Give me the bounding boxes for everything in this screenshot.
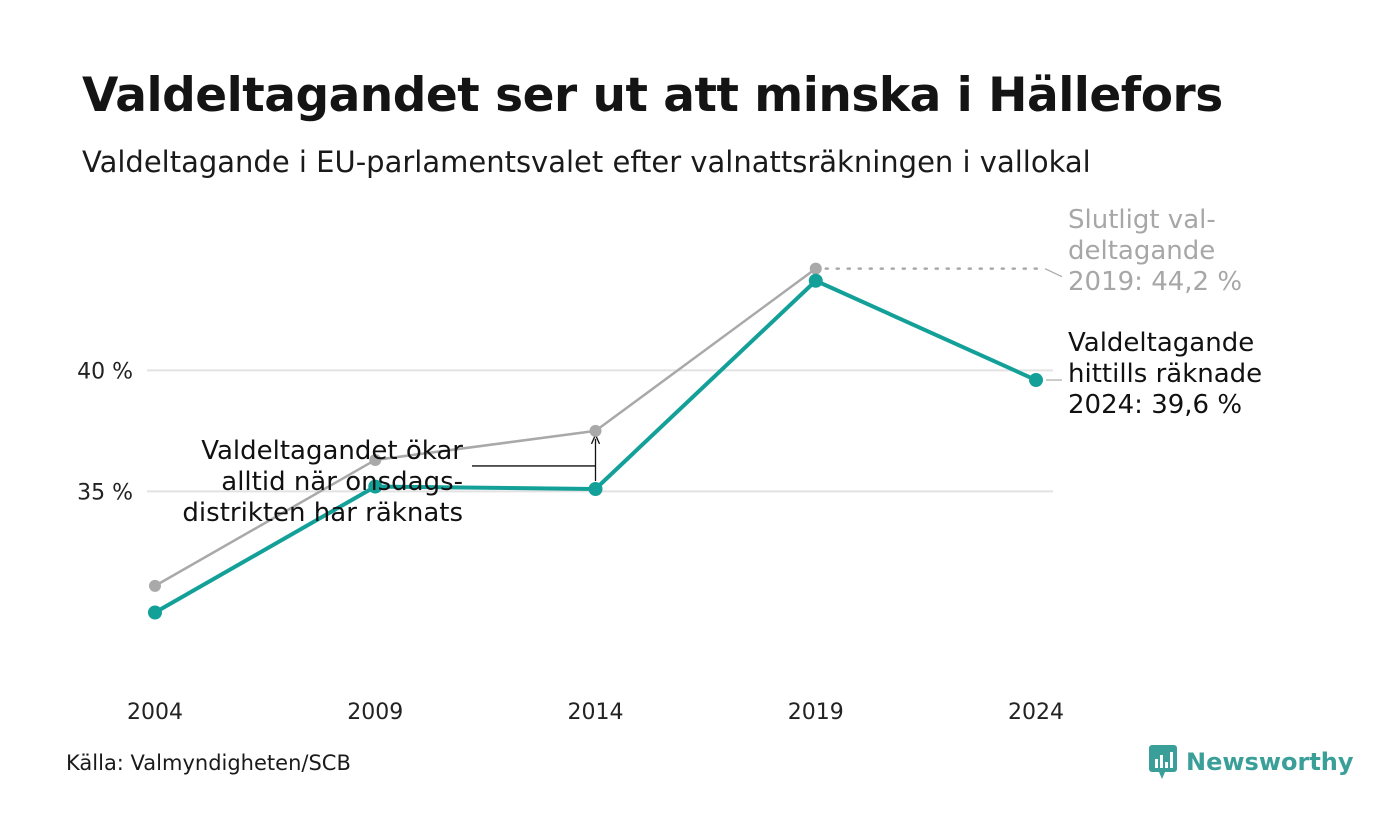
annotation-line: deltagande bbox=[1068, 236, 1216, 266]
data-point bbox=[809, 262, 822, 275]
data-point bbox=[369, 453, 382, 466]
current-turnout-2024-annotation: Valdeltagande hittills räknade 2024: 39,… bbox=[1068, 328, 1262, 421]
brand-logo[interactable]: Newsworthy bbox=[1148, 744, 1354, 780]
annotation-line: hittills räknade bbox=[1068, 359, 1263, 389]
final-2019-tick bbox=[1044, 268, 1063, 278]
data-point bbox=[368, 479, 383, 494]
y-tick-label: 40 % bbox=[77, 359, 133, 384]
annotation-line: Valdeltagande bbox=[1068, 328, 1255, 358]
data-point bbox=[148, 605, 162, 620]
x-tick-label: 2004 bbox=[127, 700, 183, 725]
data-point bbox=[808, 273, 823, 288]
wednesday-districts-note: Valdeltagandet ökar alltid när onsdags- … bbox=[150, 436, 463, 529]
newsworthy-logo-icon bbox=[1149, 745, 1177, 779]
x-tick-label: 2024 bbox=[1008, 700, 1064, 725]
series-line bbox=[154, 267, 817, 587]
annotation-line: Slutligt val- bbox=[1068, 205, 1216, 235]
annotation-line: distrikten har räknats bbox=[182, 498, 463, 528]
chart-title: Valdeltagandet ser ut att minska i Hälle… bbox=[82, 68, 1223, 123]
data-point bbox=[589, 424, 602, 437]
final-turnout-2019-annotation: Slutligt val- deltagande 2019: 44,2 % bbox=[1068, 205, 1242, 298]
x-axis-ticks: 2004 2009 2014 2019 2024 bbox=[127, 700, 1064, 725]
series-election_night bbox=[148, 273, 1043, 620]
data-point bbox=[588, 482, 603, 497]
y-tick-label: 35 % bbox=[77, 480, 133, 505]
x-tick-label: 2014 bbox=[568, 700, 624, 725]
annotation-line: 2019: 44,2 % bbox=[1068, 267, 1243, 297]
annotation-line: Valdeltagandet ökar bbox=[201, 436, 463, 466]
series bbox=[148, 262, 1043, 620]
data-point bbox=[149, 579, 161, 592]
x-tick-label: 2019 bbox=[788, 700, 844, 725]
brand-name: Newsworthy bbox=[1186, 748, 1354, 776]
annotation-line: alltid när onsdags- bbox=[221, 467, 463, 497]
chart-subtitle: Valdeltagande i EU-parlamentsvalet efter… bbox=[82, 145, 1091, 179]
series-final bbox=[149, 262, 822, 592]
source-note: Källa: Valmyndigheten/SCB bbox=[66, 751, 351, 775]
x-tick-label: 2009 bbox=[347, 700, 403, 725]
y-axis-ticks: 35 % 40 % bbox=[77, 359, 133, 505]
data-point bbox=[1029, 373, 1043, 388]
annotation-connectors bbox=[472, 267, 1063, 482]
annotation-line: 2024: 39,6 % bbox=[1068, 390, 1243, 420]
